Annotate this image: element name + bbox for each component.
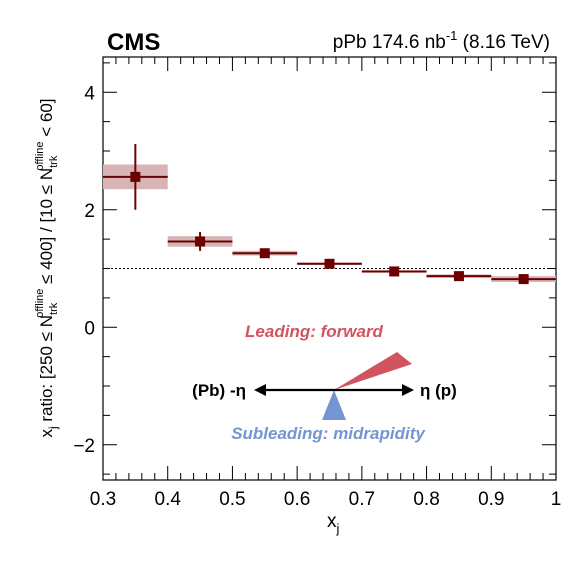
x-tick-label: 1: [551, 489, 562, 510]
data-point: [453, 271, 464, 282]
eta-right-label: η (p): [420, 381, 457, 400]
eta-arrow-right: [402, 384, 414, 396]
x-tick-label: 0.5: [219, 489, 245, 510]
data-point: [324, 258, 335, 269]
x-tick-label: 0.9: [478, 489, 504, 510]
leading-jet-shape: [334, 352, 412, 390]
data-point: [130, 171, 141, 182]
experiment-label: CMS: [107, 29, 160, 56]
x-tick-label: 0.8: [413, 489, 439, 510]
data-point: [195, 236, 206, 247]
y-tick-label: 4: [84, 83, 95, 104]
x-tick-label: 0.7: [349, 489, 375, 510]
eta-left-label: (Pb) -η: [192, 381, 246, 400]
y-tick-label: −2: [73, 436, 95, 457]
y-tick-label: 0: [84, 318, 95, 339]
inset-schematic: Leading: forward Subleading: midrapidity…: [192, 322, 457, 443]
eta-arrow-left: [254, 384, 266, 396]
data-point: [389, 266, 400, 277]
y-axis-label: xj ratio: [250 ≤ Ntrkoffline ≤ 400] / [1…: [34, 98, 60, 437]
y-tick-label: 2: [84, 201, 95, 222]
x-tick-label: 0.6: [284, 489, 310, 510]
x-tick-label: 0.4: [155, 489, 182, 510]
subleading-jet-shape: [322, 390, 346, 420]
subleading-label: Subleading: midrapidity: [231, 424, 426, 443]
x-tick-label: 0.3: [90, 489, 116, 510]
luminosity-label: pPb 174.6 nb-1 (8.16 TeV): [333, 28, 550, 53]
data-point: [259, 248, 270, 259]
x-axis-label: xj: [327, 511, 340, 536]
leading-label: Leading: forward: [245, 322, 384, 341]
data-point: [518, 274, 529, 285]
